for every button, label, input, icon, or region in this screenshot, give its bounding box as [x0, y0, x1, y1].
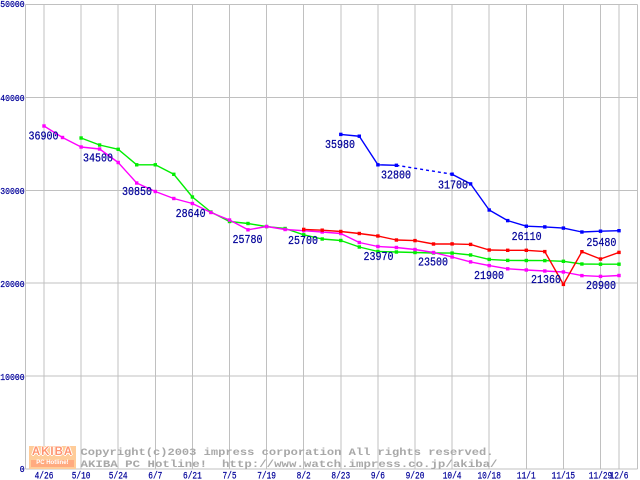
svg-text:5/10: 5/10	[72, 471, 91, 480]
svg-text:8/2: 8/2	[297, 471, 311, 480]
svg-text:9/6: 9/6	[371, 471, 385, 480]
svg-text:6/21: 6/21	[183, 471, 202, 480]
svg-text:50000: 50000	[0, 0, 24, 10]
svg-text:23500: 23500	[418, 255, 448, 269]
svg-text:26110: 26110	[512, 230, 542, 244]
svg-text:36900: 36900	[29, 130, 59, 144]
svg-text:9/20: 9/20	[406, 471, 425, 480]
svg-text:11/29: 11/29	[589, 471, 613, 480]
svg-text:28640: 28640	[176, 207, 206, 221]
svg-text:5/24: 5/24	[109, 471, 128, 480]
svg-text:21900: 21900	[474, 269, 504, 283]
svg-text:23970: 23970	[364, 250, 394, 264]
svg-text:0: 0	[20, 465, 25, 475]
svg-text:30850: 30850	[122, 185, 152, 199]
svg-text:20900: 20900	[586, 279, 616, 293]
svg-text:10/18: 10/18	[477, 471, 501, 480]
svg-text:34500: 34500	[83, 152, 113, 166]
svg-text:21360: 21360	[531, 273, 561, 287]
svg-text:20000: 20000	[0, 280, 24, 290]
svg-text:35980: 35980	[325, 138, 355, 152]
svg-text:10000: 10000	[0, 373, 24, 383]
svg-text:Copyright(c)2003 impress corpo: Copyright(c)2003 impress corporation All…	[81, 447, 494, 459]
svg-text:7/19: 7/19	[257, 471, 276, 480]
svg-text:11/15: 11/15	[552, 471, 576, 480]
svg-text:4/26: 4/26	[35, 471, 54, 480]
svg-text:11/1: 11/1	[517, 471, 536, 480]
svg-text:6/7: 6/7	[148, 471, 162, 480]
svg-text:30000: 30000	[0, 187, 24, 197]
svg-text:10/4: 10/4	[443, 471, 462, 480]
svg-text:40000: 40000	[0, 94, 24, 104]
svg-text:25480: 25480	[586, 236, 616, 250]
svg-text:25780: 25780	[233, 233, 263, 247]
svg-text:25700: 25700	[288, 234, 318, 248]
svg-text:32800: 32800	[381, 169, 411, 183]
svg-text:8/23: 8/23	[331, 471, 350, 480]
svg-text:AKIBA PC Hotline! http://www.: AKIBA PC Hotline! http://www.watch.impre…	[81, 459, 498, 471]
svg-text:12/6: 12/6	[610, 471, 629, 480]
svg-text:7/5: 7/5	[222, 471, 236, 480]
svg-text:31700: 31700	[438, 179, 468, 193]
